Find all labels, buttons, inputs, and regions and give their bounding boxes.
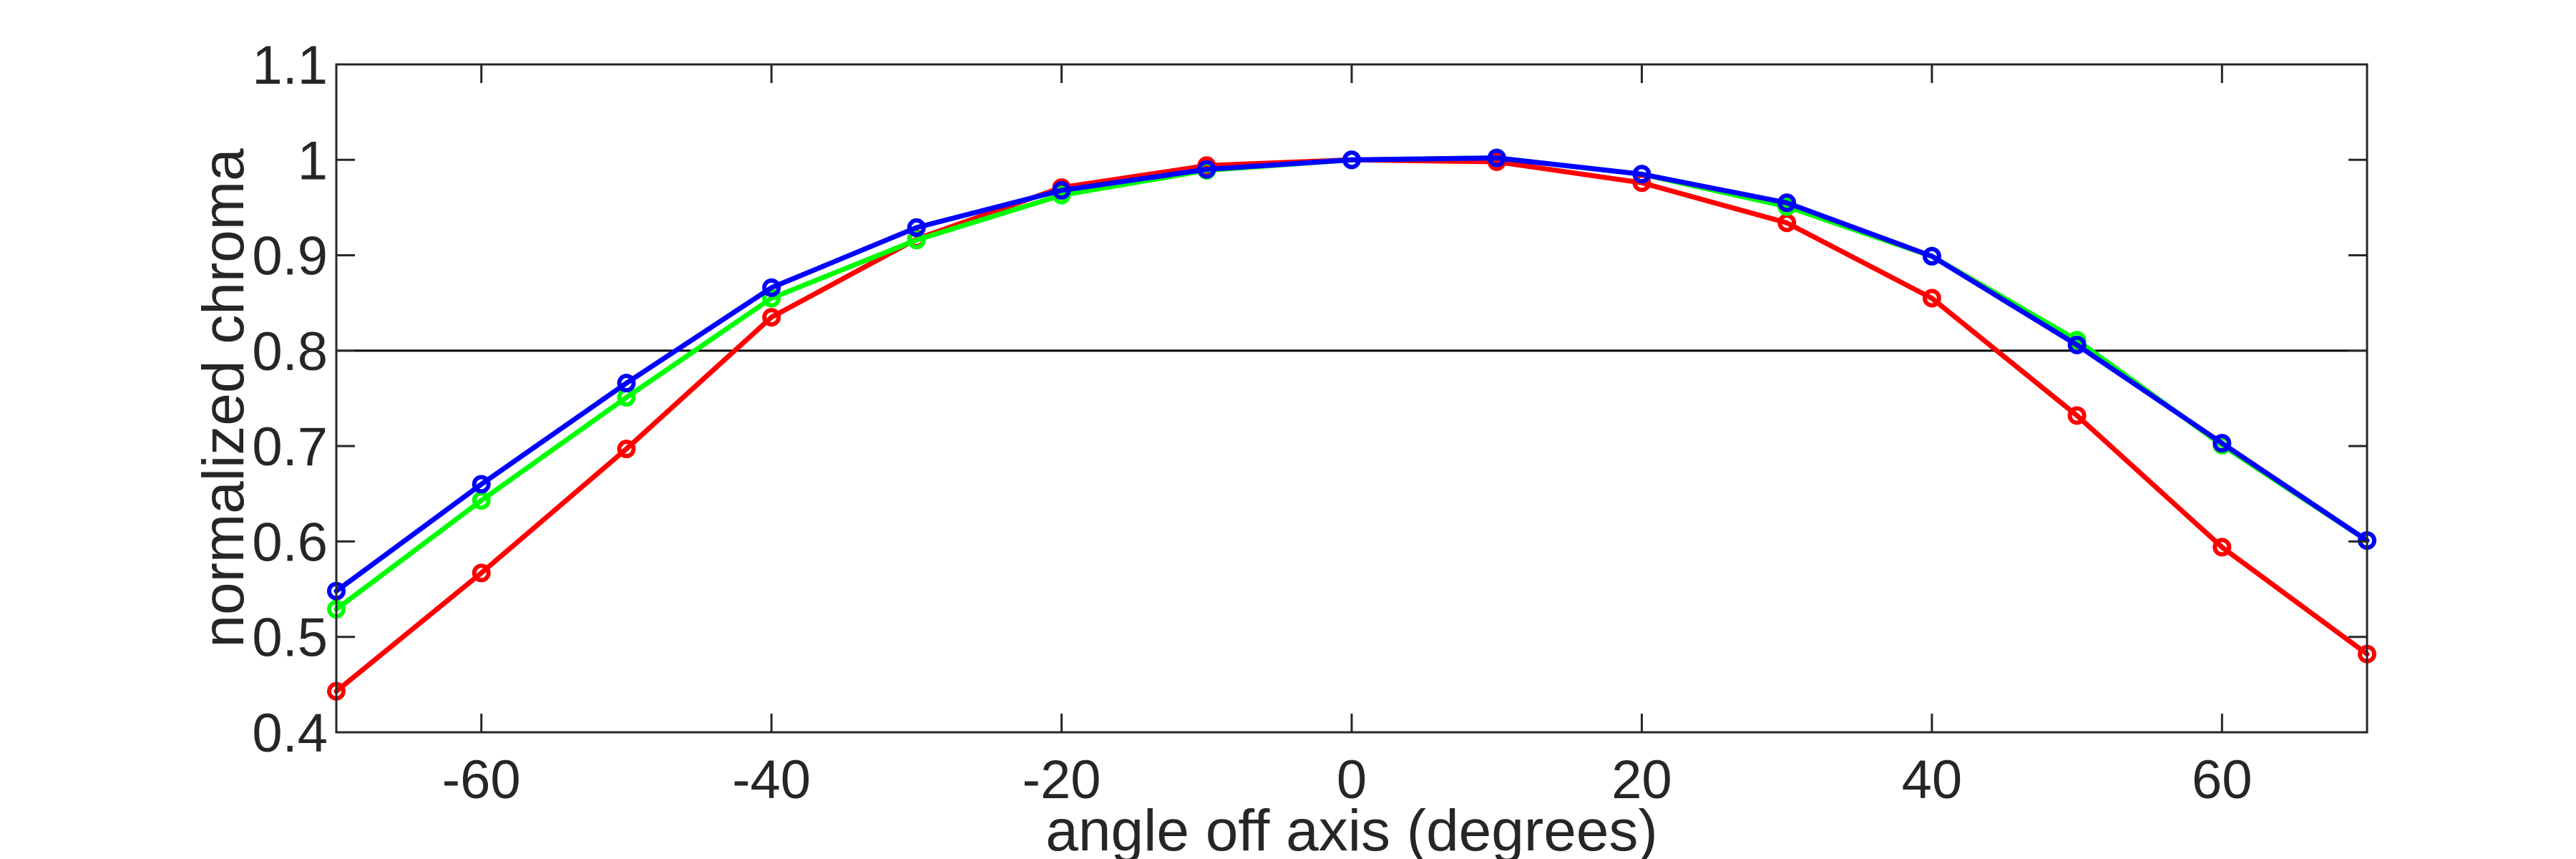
series-line-2 bbox=[333, 155, 2370, 594]
y-tick-label: 0.4 bbox=[252, 703, 328, 764]
data-point bbox=[2067, 406, 2087, 425]
data-point bbox=[1777, 193, 1797, 213]
data-point bbox=[472, 563, 491, 583]
y-tick-label: 0.8 bbox=[252, 321, 328, 382]
data-point bbox=[617, 440, 636, 459]
data-point bbox=[1632, 165, 1652, 184]
x-tick-label: -20 bbox=[1023, 749, 1101, 810]
y-tick-label: 0.5 bbox=[252, 608, 328, 669]
tick-layer: -60 -40 -20 0 20 40 60 0.4 0.5 0.6 0.7 0.8 0.9 1 1.1 bbox=[252, 35, 2367, 810]
y-tick-label: 1.1 bbox=[252, 35, 328, 96]
x-tick-label: 0 bbox=[1337, 749, 1367, 810]
y-tick-label: 1 bbox=[298, 130, 328, 191]
data-point bbox=[1197, 160, 1216, 179]
x-tick-label: -60 bbox=[442, 749, 521, 810]
data-point bbox=[1922, 246, 1941, 266]
x-axis-title: angle off axis (degrees) bbox=[1045, 798, 1657, 859]
data-point bbox=[617, 374, 636, 393]
data-point bbox=[1052, 180, 1071, 200]
y-axis-title: normalized chroma bbox=[191, 148, 256, 648]
data-point bbox=[907, 218, 926, 237]
x-tick-label: -40 bbox=[732, 749, 811, 810]
data-point bbox=[1342, 150, 1361, 170]
y-tick-label: 0.6 bbox=[252, 512, 328, 573]
data-point bbox=[2212, 538, 2232, 557]
y-tick-label: 0.9 bbox=[252, 226, 328, 287]
data-point bbox=[762, 288, 781, 308]
data-point bbox=[2067, 335, 2087, 354]
data-point bbox=[762, 308, 781, 327]
series-layer bbox=[327, 148, 2376, 701]
x-tick-label: 60 bbox=[2192, 749, 2253, 810]
x-tick-label: 40 bbox=[1902, 749, 1963, 810]
x-tick-label: 20 bbox=[1611, 749, 1672, 810]
data-point bbox=[472, 475, 491, 494]
plot-area bbox=[336, 64, 2367, 732]
y-tick-label: 0.7 bbox=[252, 417, 328, 477]
data-point bbox=[1487, 148, 1506, 168]
data-point bbox=[762, 278, 781, 297]
data-point bbox=[2212, 434, 2232, 453]
data-point bbox=[1922, 288, 1941, 308]
